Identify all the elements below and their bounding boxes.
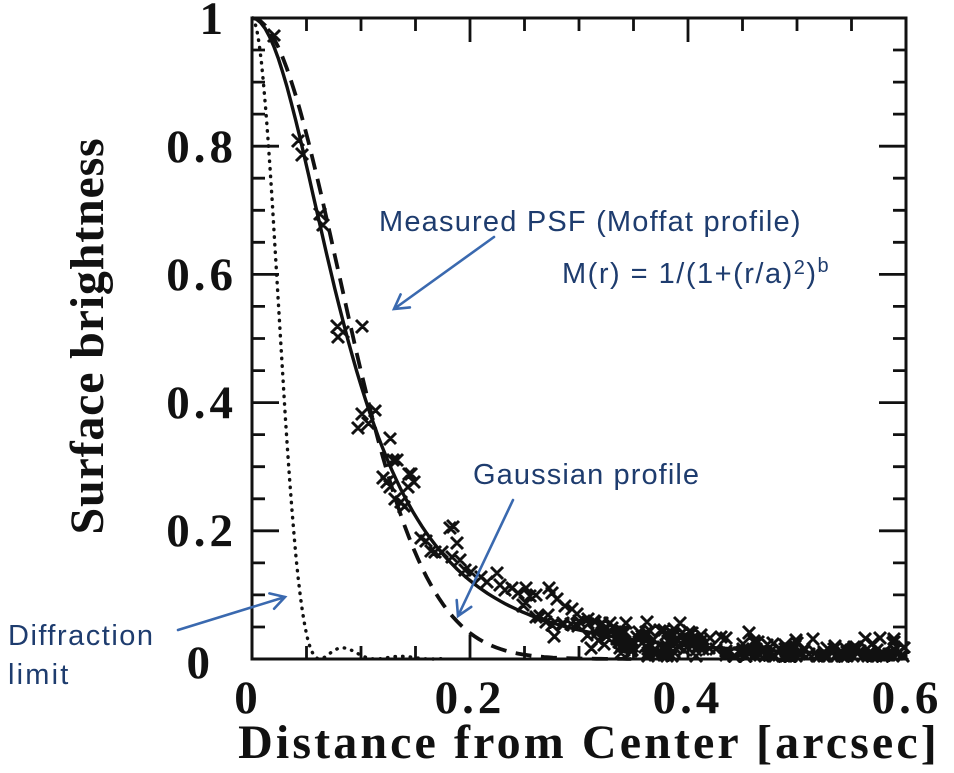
svg-text:Gaussian profile: Gaussian profile <box>473 459 700 491</box>
svg-text:Surface brightness: Surface brightness <box>61 137 114 534</box>
svg-text:Diffraction: Diffraction <box>8 620 155 652</box>
svg-text:0: 0 <box>234 672 262 724</box>
svg-text:0.8: 0.8 <box>166 121 237 173</box>
svg-text:0.6: 0.6 <box>872 672 943 724</box>
svg-text:Measured PSF (Moffat profile): Measured PSF (Moffat profile) <box>379 206 802 238</box>
svg-text:limit: limit <box>8 659 71 691</box>
svg-text:0.6: 0.6 <box>166 249 237 301</box>
svg-text:0: 0 <box>187 637 215 689</box>
svg-text:1: 1 <box>200 0 228 45</box>
svg-text:0.2: 0.2 <box>435 672 506 724</box>
svg-text:M(r) = 1/(1+(r/a)2)b: M(r) = 1/(1+(r/a)2)b <box>562 255 830 290</box>
svg-text:0.2: 0.2 <box>166 505 237 557</box>
svg-text:0.4: 0.4 <box>653 672 724 724</box>
svg-text:Distance from Center [arcsec]: Distance from Center [arcsec] <box>238 716 940 769</box>
svg-text:0.4: 0.4 <box>166 377 237 429</box>
